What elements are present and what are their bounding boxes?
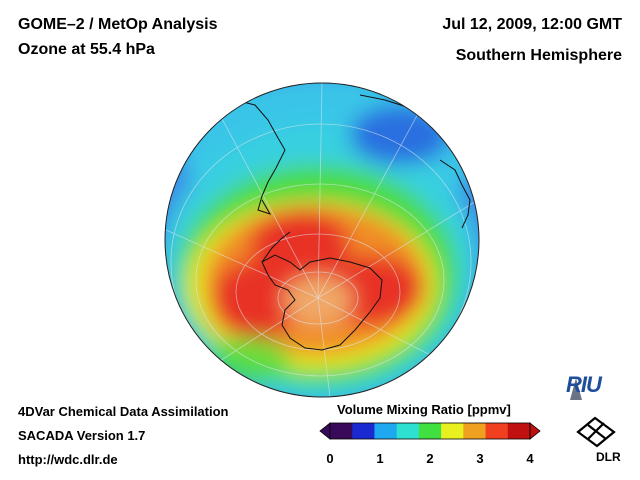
colorbar-segment [441,423,464,439]
title-instrument: GOME–2 / MetOp Analysis [18,16,218,33]
colorbar-tick-2: 2 [426,451,434,466]
red-blob-north [250,210,350,280]
footer-url[interactable]: http://wdc.dlr.de [18,452,118,467]
colorbar-title: Volume Mixing Ratio [ppmv] [337,402,511,417]
riu-logo-icon [570,378,582,400]
colorbar-segment [418,423,442,439]
colorbar-segment [507,423,531,439]
colorbar-segment [396,423,420,439]
colorbar-segment [352,423,375,439]
blue-patch-ne [350,105,450,165]
title-region: Southern Hemisphere [455,47,622,64]
colorbar-segments [330,423,531,439]
colorbar-tick-1: 1 [376,451,384,466]
colorbar-segment [485,423,509,439]
colorbar [319,422,541,440]
colorbar-tick-0: 0 [326,451,334,466]
antarctic-peninsula [261,231,291,263]
footer-method: 4DVar Chemical Data Assimilation [18,404,229,419]
colorbar-arrow-right [529,422,541,440]
colorbar-tick-4: 4 [526,451,534,466]
colorbar-tick-3: 3 [476,451,484,466]
dlr-logo-icon [576,416,616,448]
title-date: Jul 12, 2009, 12:00 GMT [442,16,622,33]
globe-outline [164,82,480,398]
colorbar-frame [329,422,531,440]
antarctica-coast [261,254,383,351]
colorbar-segment [330,423,353,439]
footer-version: SACADA Version 1.7 [18,428,146,443]
colorbar-segment [463,423,487,439]
coastlines [234,94,471,351]
colorbar-arrow-left [319,422,331,440]
dlr-logo-text: DLR [596,450,621,464]
colorbar-segment [374,423,398,439]
south-america-coast [234,99,286,215]
title-variable: Ozone at 55.4 hPa [18,41,155,58]
australia-coast [439,159,471,229]
riu-logo-text: RIU [566,372,602,397]
